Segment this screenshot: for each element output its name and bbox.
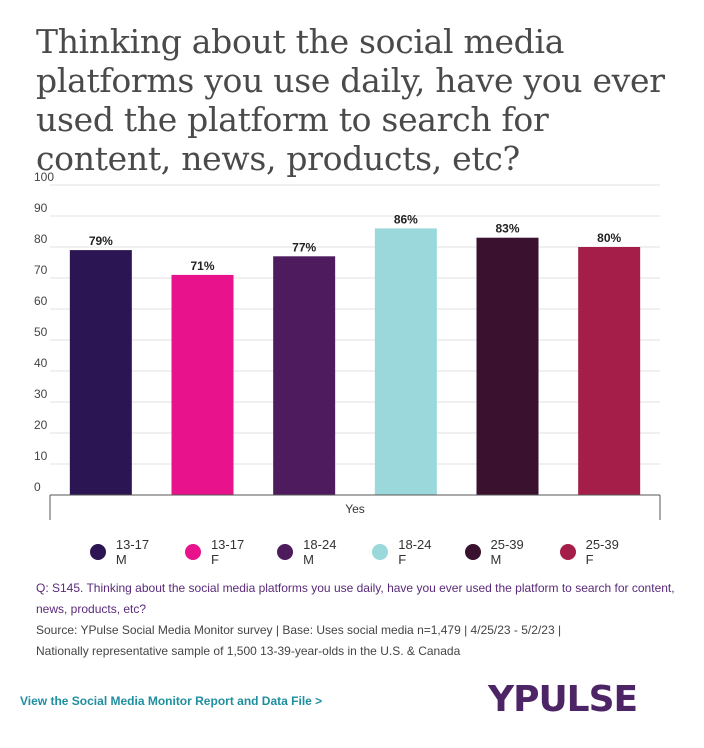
legend-item: 13-17 F bbox=[185, 537, 255, 567]
x-axis: Yes bbox=[49, 494, 661, 520]
bars bbox=[69, 228, 641, 495]
legend-label: 18-24 M bbox=[303, 537, 337, 567]
legend-label: 25-39 F bbox=[585, 537, 619, 567]
y-tick-label: 60 bbox=[34, 294, 48, 308]
data-label: 80% bbox=[597, 231, 621, 245]
y-tick-label: 30 bbox=[34, 387, 48, 401]
data-label: 79% bbox=[89, 234, 113, 248]
y-tick-label: 70 bbox=[34, 263, 48, 277]
bar-13-17-m bbox=[69, 250, 132, 495]
report-link[interactable]: View the Social Media Monitor Report and… bbox=[20, 694, 323, 708]
legend-label: 13-17 F bbox=[210, 537, 245, 567]
bar-25-39-f bbox=[578, 247, 641, 495]
source-note: Source: YPulse Social Media Monitor surv… bbox=[36, 623, 562, 637]
legend-swatch bbox=[372, 544, 389, 560]
question-note: Q: S145. Thinking about the social media… bbox=[36, 581, 675, 616]
bar-18-24-f bbox=[374, 228, 437, 495]
legend-swatch bbox=[559, 544, 576, 560]
legend-swatch bbox=[277, 544, 294, 560]
bar-chart: 0 10 20 30 40 50 60 70 80 90 100 79% 71% 77% 86% 83% 80… bbox=[34, 170, 661, 520]
y-tick-label: 0 bbox=[34, 480, 41, 494]
y-tick-label: 50 bbox=[34, 325, 48, 339]
chart-title: Thinking about the social media platform… bbox=[36, 22, 665, 178]
data-label: 83% bbox=[495, 222, 519, 236]
y-tick-label: 10 bbox=[34, 449, 48, 463]
legend-label: 25-39 M bbox=[490, 537, 524, 567]
data-label: 77% bbox=[292, 240, 316, 254]
legend-item: 25-39 M bbox=[464, 537, 538, 567]
legend-item: 13-17 M bbox=[90, 537, 163, 567]
sample-note: Nationally representative sample of 1,50… bbox=[36, 644, 461, 658]
bar-18-24-m bbox=[273, 256, 336, 495]
data-labels: 79% 71% 77% 86% 83% 80% bbox=[89, 212, 622, 273]
y-tick-label: 40 bbox=[34, 356, 48, 370]
x-category-label: Yes bbox=[345, 502, 365, 516]
bar-13-17-f bbox=[171, 274, 234, 495]
gridlines bbox=[50, 184, 660, 496]
ypulse-logo: YPULSE bbox=[488, 679, 638, 720]
y-tick-label: 20 bbox=[34, 418, 48, 432]
legend-label: 13-17 M bbox=[115, 537, 150, 567]
data-label: 71% bbox=[190, 259, 214, 273]
legend: 13-17 M 13-17 F 18-24 M 18-24 F 25-39 M 25-39… bbox=[90, 537, 630, 567]
logo-text: YPULSE bbox=[488, 679, 638, 720]
y-axis-ticks: 0 10 20 30 40 50 60 70 80 90 100 bbox=[34, 170, 54, 494]
notes: Q: S145. Thinking about the social media… bbox=[36, 578, 676, 662]
y-tick-label: 100 bbox=[34, 170, 54, 184]
legend-swatch bbox=[185, 544, 201, 560]
legend-swatch bbox=[464, 544, 481, 560]
y-tick-label: 90 bbox=[34, 201, 48, 215]
data-label: 86% bbox=[394, 212, 418, 226]
legend-swatch bbox=[90, 544, 106, 560]
y-tick-label: 80 bbox=[34, 232, 48, 246]
bar-25-39-m bbox=[476, 237, 539, 495]
legend-item: 18-24 M bbox=[277, 537, 350, 567]
legend-label: 18-24 F bbox=[398, 537, 432, 567]
legend-item: 25-39 F bbox=[559, 537, 630, 567]
legend-item: 18-24 F bbox=[372, 537, 442, 567]
